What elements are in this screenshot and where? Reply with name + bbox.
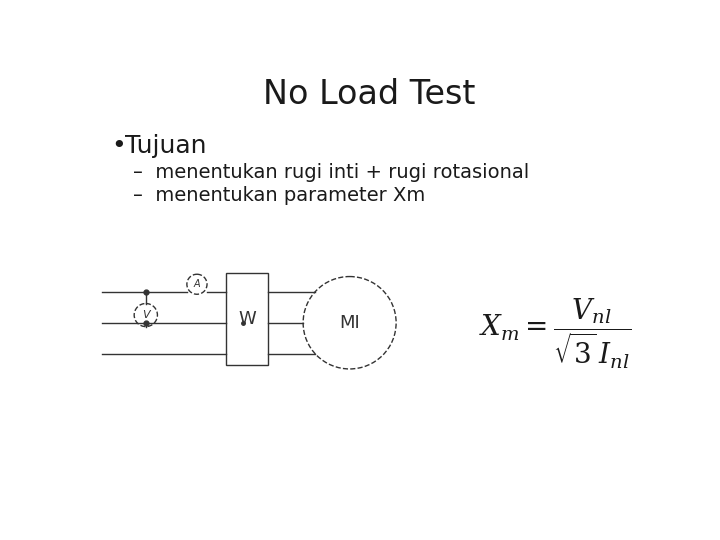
Text: –  menentukan rugi inti + rugi rotasional: – menentukan rugi inti + rugi rotasional <box>132 163 529 182</box>
Text: –  menentukan parameter Xm: – menentukan parameter Xm <box>132 186 425 205</box>
Text: Tujuan: Tujuan <box>125 134 207 158</box>
Text: $X_m = \dfrac{V_{nl}}{\sqrt{3}\,I_{nl}}$: $X_m = \dfrac{V_{nl}}{\sqrt{3}\,I_{nl}}$ <box>479 297 631 372</box>
Text: MI: MI <box>339 314 360 332</box>
Circle shape <box>303 276 396 369</box>
Text: No Load Test: No Load Test <box>263 78 475 111</box>
Text: •: • <box>112 134 127 158</box>
Bar <box>225 273 269 365</box>
Text: W: W <box>238 310 256 328</box>
Text: A: A <box>194 279 200 289</box>
Text: V: V <box>142 310 150 320</box>
